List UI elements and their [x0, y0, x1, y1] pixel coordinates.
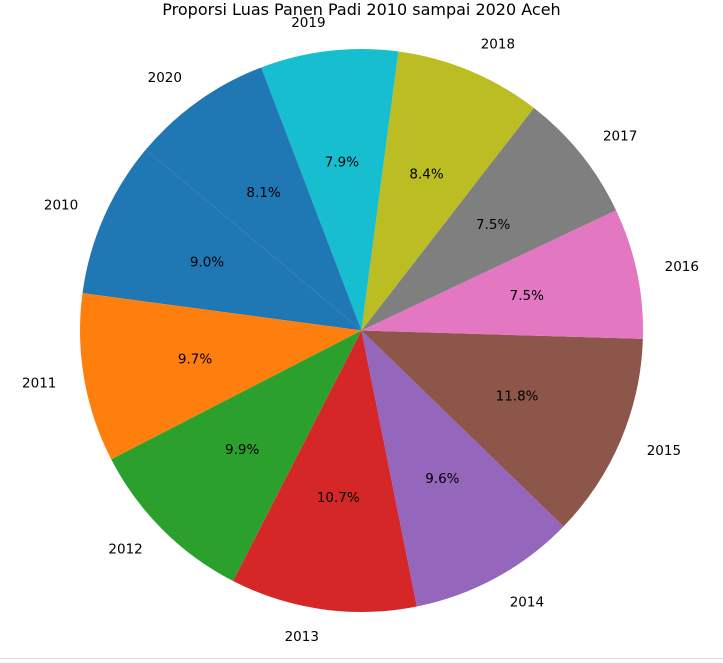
- pie-percent-label: 7.5%: [476, 217, 510, 233]
- bottom-divider: [0, 658, 723, 659]
- pie-percent-label: 8.1%: [246, 185, 280, 201]
- pie-slice-2011: [79, 293, 362, 460]
- pie-category-label: 2010: [44, 197, 78, 213]
- pie-category-label: 2014: [510, 594, 544, 610]
- pie-slice-2014: [361, 330, 564, 607]
- pie-category-label: 2018: [481, 37, 515, 53]
- pie-slice-2018: [361, 51, 534, 331]
- pie-slice-2010: [82, 149, 362, 331]
- pie-slice-2020: [145, 67, 362, 331]
- pie-slice-2015: [361, 330, 643, 527]
- pie-category-label: 2013: [285, 629, 319, 645]
- pie-percent-label: 7.9%: [325, 155, 359, 171]
- pie-slice-2017: [361, 107, 617, 331]
- pie-category-label: 2020: [148, 70, 182, 86]
- pie-percent-label: 9.0%: [190, 254, 224, 270]
- chart-title: Proporsi Luas Panen Padi 2010 sampai 202…: [162, 0, 560, 19]
- pie-percent-label: 7.5%: [510, 288, 544, 304]
- pie-percent-label: 8.4%: [409, 167, 443, 183]
- pie-category-label: 2019: [291, 15, 325, 31]
- pie-percent-label: 11.8%: [496, 388, 539, 404]
- pie-percent-label: 9.7%: [178, 351, 212, 367]
- pie-slice-2019: [261, 49, 399, 331]
- pie-percent-labels: 9.0% 9.7% 9.9% 10.7% 9.6% 11.8% 7.5% 7.5% 8.4% 7.…: [178, 155, 544, 506]
- pie-category-labels: 2010 2011 2012 2013 2014 2015 2016 2017 2018 2019…: [22, 15, 699, 645]
- pie-slice-2012: [111, 330, 362, 581]
- pie-percent-label: 9.9%: [225, 442, 259, 458]
- pie-slices: [79, 49, 644, 613]
- pie-percent-label: 10.7%: [317, 490, 360, 506]
- pie-category-label: 2011: [22, 375, 56, 391]
- pie-slice-2013: [233, 330, 417, 613]
- pie-category-label: 2015: [647, 443, 681, 459]
- pie-category-label: 2017: [603, 129, 637, 145]
- pie-category-label: 2012: [108, 542, 142, 558]
- pie-category-label: 2016: [665, 259, 699, 275]
- pie-percent-label: 9.6%: [425, 471, 459, 487]
- pie-slice-2016: [361, 210, 644, 339]
